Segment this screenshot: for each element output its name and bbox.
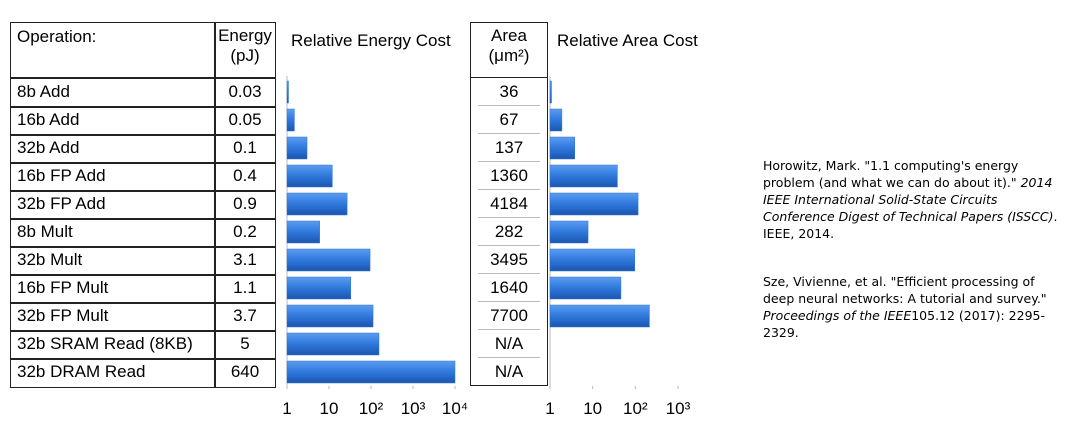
header-cell: Operation: — [10, 22, 216, 78]
table-cell: 1640 — [470, 274, 548, 302]
bar — [286, 220, 320, 244]
row-divider — [478, 217, 540, 218]
table-cell: 8b Mult — [10, 218, 216, 248]
chart-title: Relative Area Cost — [557, 31, 698, 50]
table-cell: 640 — [214, 358, 276, 388]
bar — [286, 80, 289, 104]
table-cell: 16b FP Add — [10, 162, 216, 192]
row-divider — [478, 245, 540, 246]
x-tick-label: 1 — [282, 399, 291, 418]
table-cell: 67 — [470, 106, 548, 134]
row-divider — [478, 301, 540, 302]
reference: Horowitz, Mark. "1.1 computing's energy … — [763, 157, 1063, 242]
table-cell: 3.1 — [214, 246, 276, 276]
table-cell: 36 — [470, 78, 548, 106]
row-divider — [478, 329, 540, 330]
table-cell: 1.1 — [214, 274, 276, 304]
table-cell: 16b FP Mult — [10, 274, 216, 304]
x-tick-label: 10² — [359, 399, 384, 418]
table-cell: N/A — [470, 330, 548, 358]
table-cell: 16b Add — [10, 106, 216, 136]
table-cell: 0.03 — [214, 78, 276, 108]
bar — [549, 164, 618, 188]
table-cell: 8b Add — [10, 78, 216, 108]
table-cell: 0.9 — [214, 190, 276, 220]
row-divider — [478, 161, 540, 162]
table-cell: 3495 — [470, 246, 548, 274]
table-cell: 32b Mult — [10, 246, 216, 276]
x-tick-label: 10³ — [401, 399, 426, 418]
bar — [286, 136, 308, 160]
table-cell: 0.4 — [214, 162, 276, 192]
bar — [286, 164, 333, 188]
x-tick-label: 10 — [583, 399, 602, 418]
table-cell: 0.05 — [214, 106, 276, 136]
reference-text: . IEEE, 2014. — [763, 209, 1058, 241]
table-cell: 137 — [470, 134, 548, 162]
row-divider — [478, 357, 540, 358]
bar — [549, 276, 622, 300]
bar — [286, 108, 295, 132]
reference-text: Horowitz, Mark. "1.1 computing's energy … — [763, 158, 1021, 190]
table-cell: 32b SRAM Read (8KB) — [10, 330, 216, 360]
table-cell: 5 — [214, 330, 276, 360]
x-tick-label: 1 — [545, 399, 554, 418]
table-cell: 7700 — [470, 302, 548, 330]
table-cell: 32b DRAM Read — [10, 358, 216, 388]
row-divider — [478, 105, 540, 106]
reference-text: 105.12 (2017): 2295-2329. — [763, 308, 1046, 340]
table-cell: 32b Add — [10, 134, 216, 164]
bar — [286, 276, 352, 300]
bar — [549, 136, 575, 160]
row-divider — [478, 133, 540, 134]
table-cell: N/A — [470, 358, 548, 386]
bar — [286, 304, 374, 328]
bar — [549, 80, 552, 104]
row-divider — [478, 273, 540, 274]
table-cell: 1360 — [470, 162, 548, 190]
bar — [286, 192, 348, 216]
table-cell: 32b FP Mult — [10, 302, 216, 332]
table-cell: 4184 — [470, 190, 548, 218]
reference-text: 2014 IEEE International Solid-State Circ… — [763, 175, 1054, 224]
bar — [286, 248, 371, 272]
bar — [549, 248, 636, 272]
reference: Sze, Vivienne, et al. "Efficient process… — [763, 273, 1063, 341]
row-divider — [478, 189, 540, 190]
bar — [549, 304, 650, 328]
table-cell: 0.1 — [214, 134, 276, 164]
table-cell: 282 — [470, 218, 548, 246]
x-tick-label: 10 — [320, 399, 339, 418]
bar — [286, 360, 456, 384]
chart-title: Relative Energy Cost — [291, 31, 451, 50]
x-tick-label: 10⁴ — [442, 399, 468, 418]
table-cell: 0.2 — [214, 218, 276, 248]
x-tick-label: 10³ — [666, 399, 691, 418]
x-tick-label: 10² — [623, 399, 648, 418]
header-cell: Energy (pJ) — [214, 22, 276, 78]
table-cell: 3.7 — [214, 302, 276, 332]
table-cell: 32b FP Add — [10, 190, 216, 220]
header-cell: Area (μm²) — [470, 22, 548, 78]
bar — [286, 332, 380, 356]
bar — [549, 108, 563, 132]
bar — [549, 192, 639, 216]
bar — [549, 220, 589, 244]
reference-text: Proceedings of the IEEE — [763, 308, 912, 323]
reference-text: Sze, Vivienne, et al. "Efficient process… — [763, 274, 1047, 306]
